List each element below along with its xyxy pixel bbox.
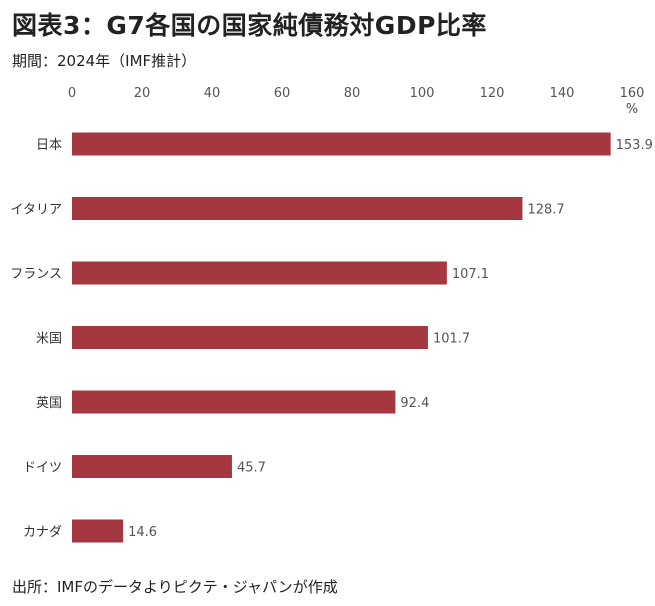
data-label: 128.7	[527, 203, 564, 218]
category-label: ドイツ	[23, 461, 62, 476]
bar	[72, 261, 447, 285]
x-unit-label: %	[626, 102, 638, 117]
x-tick-label: 140	[550, 86, 575, 101]
x-tick-label: 100	[410, 86, 435, 101]
bar	[72, 197, 523, 220]
chart-title: 図表3：G7各国の国家純債務対GDP比率	[12, 11, 487, 40]
x-tick-label: 40	[204, 86, 221, 101]
source-note: 出所：IMFのデータよりピクテ・ジャパンが作成	[12, 578, 338, 596]
bar	[72, 519, 124, 543]
data-label: 101.7	[433, 332, 470, 347]
chart-subtitle: 期間：2024年（IMF推計）	[12, 52, 197, 70]
category-label: 米国	[36, 332, 62, 347]
bar	[72, 326, 428, 349]
category-label: 英国	[36, 396, 62, 411]
bar	[72, 455, 232, 478]
bar	[72, 132, 611, 156]
bar-chart: 0 20 40 60 80 100 120 140 160% 日本 153.9 イタリア 128.7 フラ…	[10, 86, 653, 543]
x-tick-label: 160	[620, 86, 645, 101]
category-label: 日本	[36, 138, 62, 153]
data-label: 107.1	[452, 267, 489, 282]
data-label: 45.7	[237, 461, 266, 476]
data-label: 92.4	[400, 396, 429, 411]
x-tick-label: 80	[344, 86, 361, 101]
x-tick-label: 60	[274, 86, 291, 101]
category-label: カナダ	[23, 525, 62, 540]
bar	[72, 390, 396, 414]
x-tick-label: 20	[134, 86, 151, 101]
data-label: 153.9	[616, 138, 653, 153]
category-label: フランス	[10, 267, 62, 282]
x-tick-label: 120	[480, 86, 505, 101]
x-tick-label: 0	[68, 86, 76, 101]
data-label: 14.6	[128, 525, 157, 540]
category-label: イタリア	[11, 203, 62, 218]
